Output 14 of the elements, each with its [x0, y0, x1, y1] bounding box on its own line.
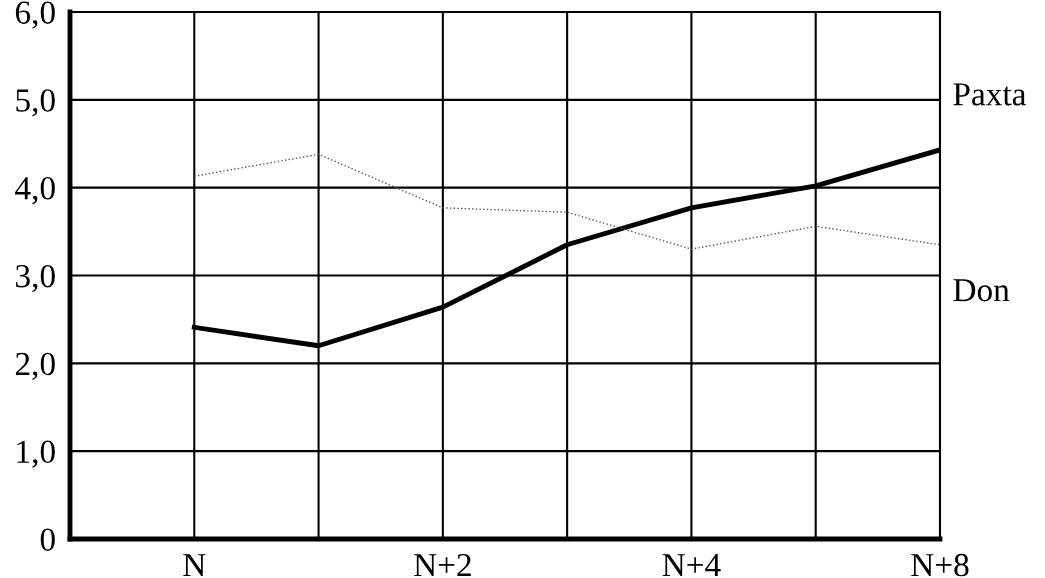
- x-tick-label: N+2: [414, 553, 471, 577]
- x-tick-label: N+4: [662, 554, 721, 577]
- x-tick-label: N+8: [911, 553, 969, 577]
- y-tick-label: 3,0: [16, 264, 55, 293]
- y-tick-label: 0: [40, 528, 55, 551]
- series-label: Paxta: [953, 83, 1027, 106]
- y-tick-label: 6,0: [15, 1, 55, 29]
- line-series: [193, 153, 940, 250]
- series-label: Don: [953, 279, 1010, 302]
- y-tick-label: 1,0: [17, 440, 55, 468]
- y-tick-label: 5,0: [16, 89, 55, 117]
- y-tick-label: 4,0: [15, 177, 55, 205]
- x-tick-label: N: [183, 554, 206, 577]
- y-tick-label: 2,0: [15, 352, 55, 381]
